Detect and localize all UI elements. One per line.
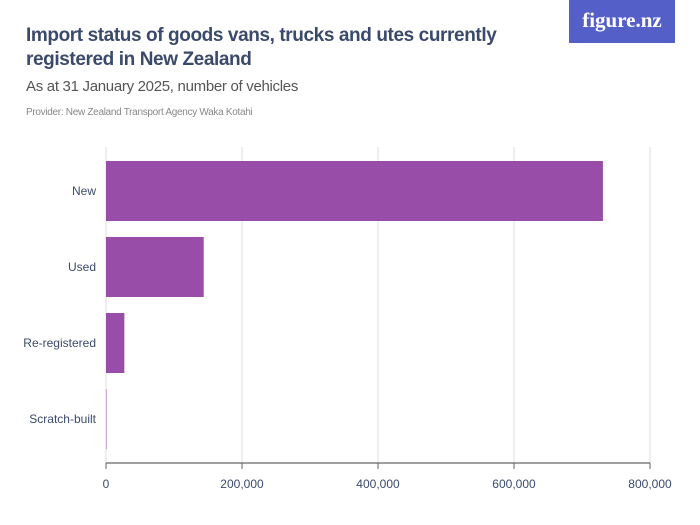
category-label: Scratch-built	[29, 412, 96, 426]
chart-subtitle: As at 31 January 2025, number of vehicle…	[26, 78, 299, 95]
figure-nz-logo[interactable]: figure.nz	[569, 0, 675, 43]
x-tick-label: 400,000	[356, 477, 400, 491]
category-label: Re-registered	[23, 336, 96, 350]
category-label: Used	[68, 260, 96, 274]
x-tick-label: 0	[103, 477, 110, 491]
chart-title: Import status of goods vans, trucks and …	[26, 25, 497, 70]
x-tick-label: 200,000	[220, 477, 264, 491]
category-label: New	[72, 184, 96, 198]
x-tick-label: 600,000	[492, 477, 536, 491]
x-tick-label: 800,000	[628, 477, 672, 491]
provider-credit: Provider: New Zealand Transport Agency W…	[26, 107, 253, 118]
bar-used	[106, 237, 204, 297]
bar-scratch-built	[106, 389, 107, 449]
bar-re-registered	[106, 313, 125, 373]
bar-new	[106, 161, 603, 221]
